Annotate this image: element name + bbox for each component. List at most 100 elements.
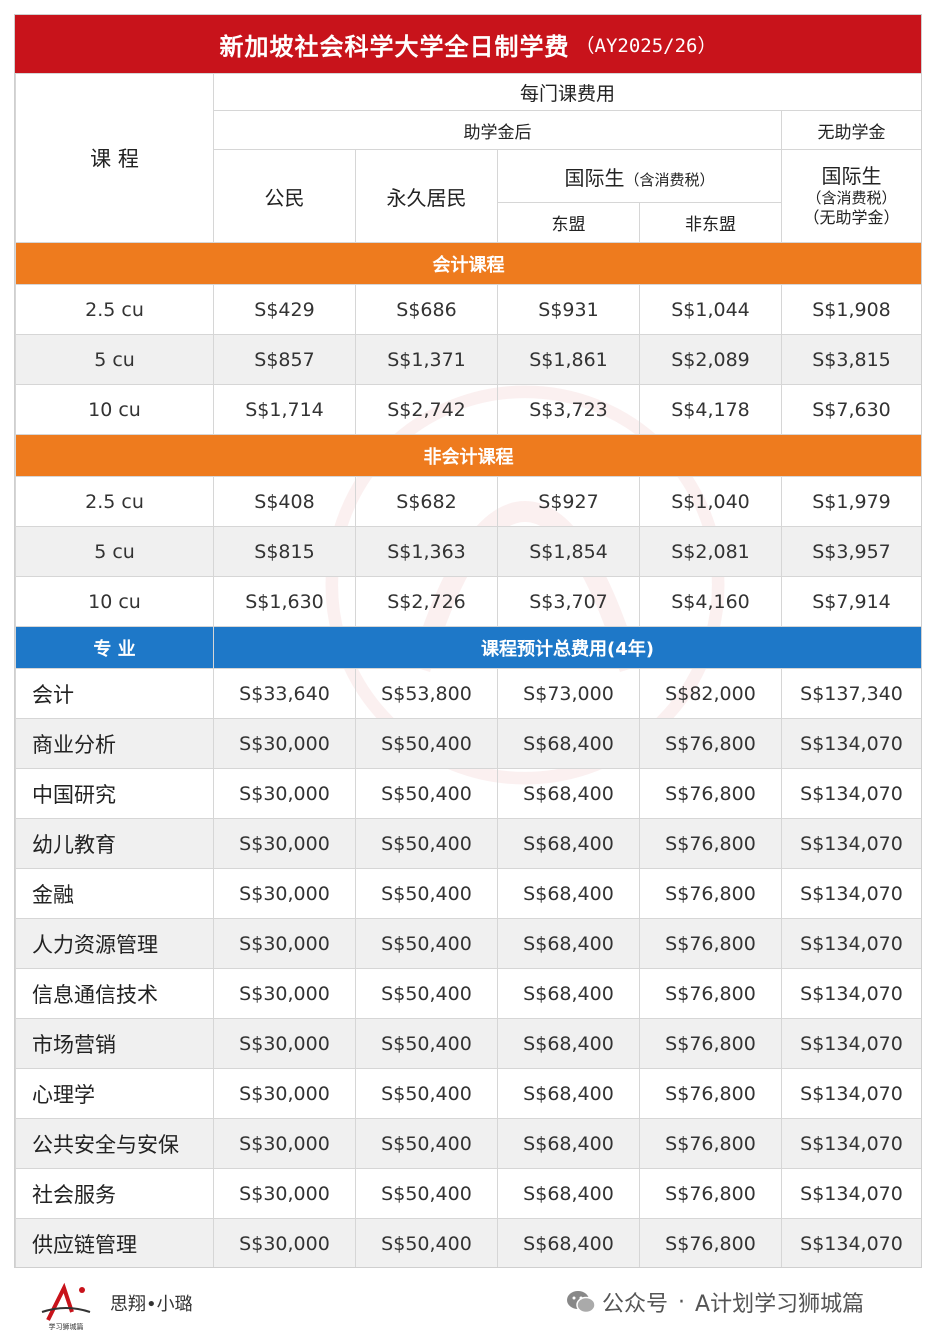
total-fee-cell: S$134,070 xyxy=(781,868,921,919)
table-row: 心理学 S$30,000 S$50,400 S$68,400 S$76,800 S$134… xyxy=(15,1068,921,1119)
header-per-course: 每门课费用 xyxy=(213,73,921,111)
table-row: 会计 S$33,640 S$53,800 S$73,000 S$82,000 S$137,… xyxy=(15,668,921,719)
fee-cell: S$4,178 xyxy=(639,384,782,435)
major-name: 心理学 xyxy=(15,1068,214,1119)
total-fee-cell: S$30,000 xyxy=(213,768,356,819)
section-accounting: 会计课程 xyxy=(15,242,921,285)
total-fee-cell: S$30,000 xyxy=(213,1018,356,1069)
totals-header: 课程预计总费用(4年) xyxy=(213,626,921,669)
fee-cell: S$3,815 xyxy=(781,334,921,385)
total-fee-cell: S$134,070 xyxy=(781,1068,921,1119)
fee-cell: S$1,861 xyxy=(497,334,640,385)
major-name: 金融 xyxy=(15,868,214,919)
total-fee-cell: S$50,400 xyxy=(355,868,498,919)
fee-cell: S$3,723 xyxy=(497,384,640,435)
cu-cell: 5 cu xyxy=(15,334,214,385)
cu-cell: 2.5 cu xyxy=(15,476,214,527)
table-row: 供应链管理 S$30,000 S$50,400 S$68,400 S$76,800 S$1… xyxy=(15,1218,921,1267)
header-intl2-gst: （含消费税） xyxy=(806,189,897,208)
total-fee-cell: S$30,000 xyxy=(213,918,356,969)
table-row: 信息通信技术 S$30,000 S$50,400 S$68,400 S$76,800 S$… xyxy=(15,968,921,1019)
total-fee-cell: S$76,800 xyxy=(639,1168,782,1219)
total-fee-cell: S$82,000 xyxy=(639,668,782,719)
major-name: 公共安全与安保 xyxy=(15,1118,214,1169)
header-course: 课 程 xyxy=(15,73,214,243)
total-fee-cell: S$68,400 xyxy=(497,968,640,1019)
total-fee-cell: S$30,000 xyxy=(213,718,356,769)
total-fee-cell: S$76,800 xyxy=(639,768,782,819)
total-fee-cell: S$134,070 xyxy=(781,818,921,869)
total-fee-cell: S$50,400 xyxy=(355,768,498,819)
major-name: 市场营销 xyxy=(15,1018,214,1069)
total-fee-cell: S$134,070 xyxy=(781,1018,921,1069)
total-fee-cell: S$73,000 xyxy=(497,668,640,719)
fee-cell: S$1,040 xyxy=(639,476,782,527)
total-fee-cell: S$68,400 xyxy=(497,1118,640,1169)
total-fee-cell: S$33,640 xyxy=(213,668,356,719)
total-fee-cell: S$76,800 xyxy=(639,918,782,969)
fee-cell: S$857 xyxy=(213,334,356,385)
table-row: 人力资源管理 S$30,000 S$50,400 S$68,400 S$76,800 S$… xyxy=(15,918,921,969)
cu-cell: 5 cu xyxy=(15,526,214,577)
fee-cell: S$2,089 xyxy=(639,334,782,385)
table-row: 公共安全与安保 S$30,000 S$50,400 S$68,400 S$76,800 S… xyxy=(15,1118,921,1169)
fee-cell: S$1,854 xyxy=(497,526,640,577)
total-fee-cell: S$30,000 xyxy=(213,1168,356,1219)
fee-cell: S$2,742 xyxy=(355,384,498,435)
wechat-prefix: 公众号 xyxy=(602,1292,669,1317)
total-fee-cell: S$53,800 xyxy=(355,668,498,719)
total-fee-cell: S$50,400 xyxy=(355,1068,498,1119)
total-fee-cell: S$76,800 xyxy=(639,968,782,1019)
section-non-accounting: 非会计课程 xyxy=(15,434,921,477)
total-fee-cell: S$76,800 xyxy=(639,1018,782,1069)
major-name: 幼儿教育 xyxy=(15,818,214,869)
fee-cell: S$1,371 xyxy=(355,334,498,385)
total-fee-cell: S$30,000 xyxy=(213,1218,356,1267)
total-fee-cell: S$68,400 xyxy=(497,1218,640,1267)
title-main: 新加坡社会科学大学全日制学费 xyxy=(219,32,570,61)
fee-cell: S$1,979 xyxy=(781,476,921,527)
total-fee-cell: S$50,400 xyxy=(355,1118,498,1169)
total-fee-cell: S$134,070 xyxy=(781,1218,921,1267)
total-fee-cell: S$134,070 xyxy=(781,768,921,819)
brand-logo: 学习狮城篇 xyxy=(41,1282,91,1331)
fee-cell: S$686 xyxy=(355,284,498,335)
wechat-separator: · xyxy=(678,1289,686,1315)
header-intl-gst: （含消费税） xyxy=(624,170,715,189)
cu-cell: 2.5 cu xyxy=(15,284,214,335)
fee-cell: S$927 xyxy=(497,476,640,527)
wechat-account: 公众号 · A计划学习狮城篇 xyxy=(566,1286,864,1318)
fee-cell: S$1,044 xyxy=(639,284,782,335)
brand-name: 思翔•小璐 xyxy=(110,1294,193,1315)
major-name: 社会服务 xyxy=(15,1168,214,1219)
table-row: 金融 S$30,000 S$50,400 S$68,400 S$76,800 S$134,… xyxy=(15,868,921,919)
fee-cell: S$2,726 xyxy=(355,576,498,627)
header-intl-no-grant: 国际生 （含消费税） （无助学金） xyxy=(781,149,921,243)
total-fee-cell: S$134,070 xyxy=(781,718,921,769)
fee-cell: S$2,081 xyxy=(639,526,782,577)
total-fee-cell: S$68,400 xyxy=(497,718,640,769)
total-fee-cell: S$30,000 xyxy=(213,968,356,1019)
cu-cell: 10 cu xyxy=(15,384,214,435)
fee-cell: S$1,630 xyxy=(213,576,356,627)
header-pr: 永久居民 xyxy=(355,149,498,243)
total-fee-cell: S$76,800 xyxy=(639,1218,782,1267)
fee-cell: S$4,160 xyxy=(639,576,782,627)
total-fee-cell: S$76,800 xyxy=(639,718,782,769)
total-fee-cell: S$134,070 xyxy=(781,1168,921,1219)
wechat-name: A计划学习狮城篇 xyxy=(695,1292,865,1317)
major-name: 中国研究 xyxy=(15,768,214,819)
footer: 学习狮城篇 思翔•小璐 公众号 · A计划学习狮城篇 xyxy=(0,1272,937,1340)
total-fee-cell: S$50,400 xyxy=(355,1018,498,1069)
major-name: 人力资源管理 xyxy=(15,918,214,969)
cu-cell: 10 cu xyxy=(15,576,214,627)
total-fee-cell: S$76,800 xyxy=(639,1118,782,1169)
table-row: 商业分析 S$30,000 S$50,400 S$68,400 S$76,800 S$13… xyxy=(15,718,921,769)
totals-major-header: 专 业 xyxy=(15,626,214,669)
fee-table: 课 程 每门课费用 助学金后 无助学金 公民 永久居民 国际生（含消费税） 国际… xyxy=(15,73,921,1267)
header-citizen: 公民 xyxy=(213,149,356,243)
total-fee-cell: S$134,070 xyxy=(781,1118,921,1169)
fee-cell: S$815 xyxy=(213,526,356,577)
major-name: 信息通信技术 xyxy=(15,968,214,1019)
major-name: 供应链管理 xyxy=(15,1218,214,1267)
